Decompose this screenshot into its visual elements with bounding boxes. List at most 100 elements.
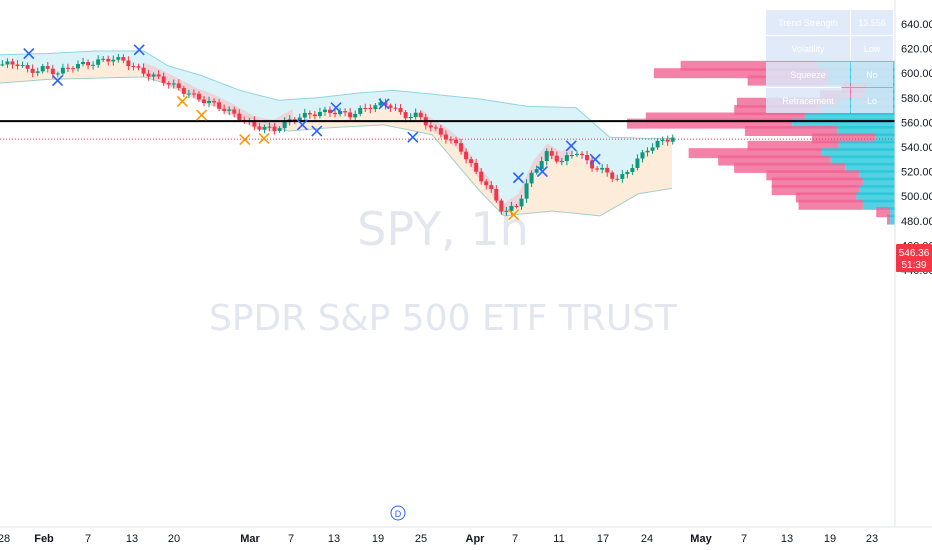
x-tick-label: 24 (641, 533, 653, 545)
y-tick-label: 580.00 (901, 93, 932, 105)
dividend-marker[interactable]: D (390, 505, 406, 521)
profile-bar-sell (798, 199, 863, 210)
candle (348, 108, 353, 122)
x-tick-label: Feb (34, 533, 54, 545)
stats-label-cell (766, 10, 850, 35)
candle (524, 179, 529, 203)
candle (171, 79, 176, 89)
candle (554, 151, 559, 164)
profile-bar-buy (792, 118, 895, 129)
candle (474, 158, 479, 174)
candle (484, 179, 489, 190)
profile-bar-buy (890, 207, 895, 218)
profile-bar-sell (680, 60, 818, 71)
candle (196, 91, 201, 102)
time-axis[interactable]: 28 Feb 7 13 20 Mar 7 13 19 25 Apr 7 11 17 24 May 7 13 19 23 (0, 533, 878, 545)
candle (504, 206, 509, 216)
upper-band-line (0, 50, 672, 139)
candle (70, 66, 75, 73)
candle (514, 203, 519, 209)
stats-value-cell (851, 88, 893, 113)
profile-bar-sell (766, 170, 860, 181)
x-tick-label: 11 (553, 533, 564, 545)
candle (15, 60, 20, 70)
candle (544, 148, 549, 166)
profile-bar-sell (688, 148, 822, 159)
profile-bar-sell (771, 185, 860, 196)
candle (317, 107, 322, 119)
sell-signal-marker (311, 125, 323, 137)
profile-bar-buy (859, 185, 895, 196)
candle (126, 56, 131, 71)
profile-bar-sell (811, 133, 876, 144)
sell-signal-marker (407, 131, 419, 143)
upper-band (0, 51, 672, 214)
candle (40, 63, 45, 74)
x-tick-label: 28 (0, 533, 10, 545)
candle (186, 89, 191, 99)
y-tick-label: 620.00 (901, 44, 932, 56)
candle (529, 170, 534, 188)
candle (141, 63, 146, 77)
candle (30, 64, 35, 78)
stats-value: Low (864, 44, 881, 54)
candle (443, 130, 448, 144)
x-tick-label: Mar (240, 533, 260, 545)
profile-bar-buy (862, 199, 895, 210)
candle (212, 98, 217, 107)
candle (121, 54, 126, 64)
profile-bar-buy (856, 192, 895, 203)
candle (55, 71, 60, 78)
price-tag-value: 546.36 (899, 248, 930, 259)
candle (559, 157, 564, 166)
candle (252, 116, 257, 131)
watermark-name: SPDR S&P 500 ETF TRUST (209, 298, 678, 339)
signal-markers (23, 44, 601, 221)
price-tag-countdown: 51:39 (901, 260, 926, 271)
candle (10, 58, 15, 69)
stats-label: Squeeze (790, 70, 826, 80)
candle (232, 106, 237, 118)
buy-signal-marker (176, 95, 188, 108)
candle (585, 150, 590, 165)
candle (237, 109, 242, 123)
candle (454, 136, 458, 146)
candle (86, 59, 91, 70)
candle (60, 63, 65, 76)
profile-bar-sell (841, 82, 867, 93)
profile-bar-buy (821, 148, 895, 159)
candle (282, 117, 287, 132)
profile-bar-sell (771, 177, 863, 188)
profile-bar-sell (747, 140, 839, 151)
dividend-marker-label: D (395, 509, 402, 519)
price-axis[interactable]: 640.00 620.00 600.00 580.00 560.00 540.00 520.… (901, 19, 932, 277)
candle (499, 198, 504, 215)
stats-value: No (866, 70, 878, 80)
trend-cloud-1 (144, 62, 293, 133)
candle (267, 122, 272, 132)
candle (5, 58, 10, 69)
candle (0, 60, 5, 67)
candle (645, 147, 650, 157)
candle (277, 126, 282, 133)
candle (665, 135, 670, 146)
candle (136, 63, 141, 71)
candle (272, 122, 277, 135)
candle (101, 56, 106, 63)
candle (343, 108, 348, 117)
candle (116, 53, 121, 63)
buy-signal-marker (239, 134, 251, 146)
x-tick-label: 7 (85, 533, 91, 545)
candle (590, 156, 595, 172)
candle (156, 70, 161, 80)
profile-bar-sell (876, 207, 891, 218)
candle (333, 108, 338, 118)
candle (640, 149, 645, 163)
candle (655, 138, 660, 151)
profile-bar-buy (862, 177, 895, 188)
stats-value: 13.556 (858, 18, 886, 28)
candle (635, 154, 640, 171)
candle (202, 96, 206, 107)
profile-bar-sell (627, 118, 793, 129)
